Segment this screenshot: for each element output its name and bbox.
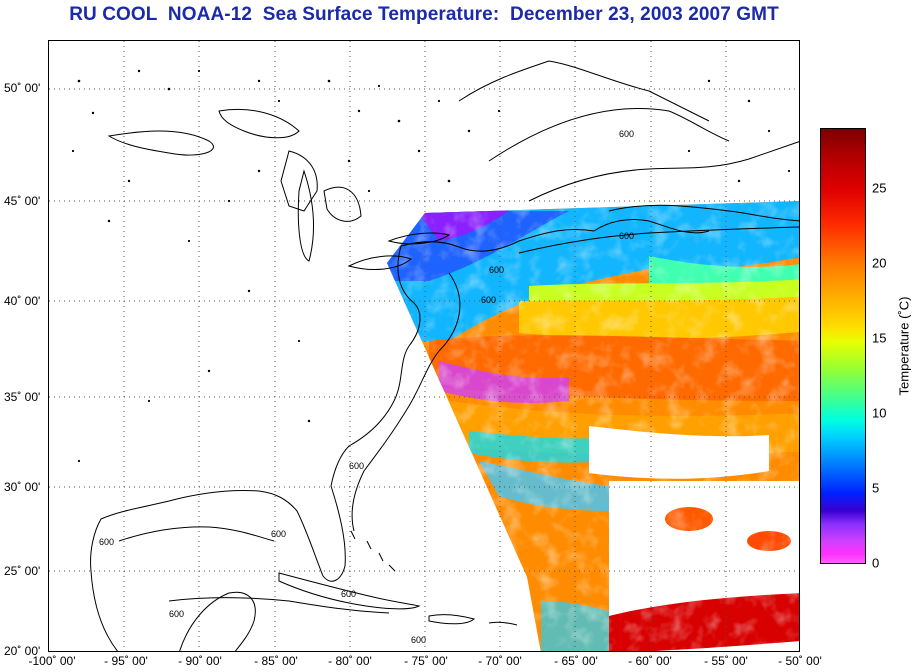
isobath-label: 600 [341, 589, 356, 599]
lon-tick-label: -100˚ 00' [28, 654, 76, 668]
colorbar-tick-label: 0 [872, 555, 880, 571]
isobath-label: 600 [489, 265, 504, 275]
lon-tick-label: - 95˚ 00' [104, 654, 148, 668]
coastline [90, 60, 799, 651]
lon-tick-label: - 70˚ 00' [478, 654, 522, 668]
map-svg: 600 600 600 600 600 600 600 600 600 600 [49, 41, 799, 651]
colorbar-axis-label: Temperature (˚C) [896, 296, 912, 396]
colorbar-tick-label: 10 [872, 405, 887, 421]
small-coastline-features [71, 69, 791, 463]
isobath-label: 600 [411, 635, 426, 645]
lat-tick-label: 40˚ 00' [4, 294, 41, 308]
isobath-labels: 600 600 600 600 600 600 600 600 600 600 [99, 129, 634, 645]
colorbar-tick-label: 15 [872, 330, 887, 346]
lon-tick-label: - 65˚ 00' [554, 654, 598, 668]
colorbar-tick-label: 25 [872, 180, 887, 196]
lat-tick-label: 30˚ 00' [4, 480, 41, 494]
map-title: RU COOL NOAA-12 Sea Surface Temperature:… [69, 4, 779, 25]
lon-tick-label: - 75˚ 00' [404, 654, 448, 668]
lon-tick-label: - 80˚ 00' [328, 654, 372, 668]
isobath-label: 600 [619, 231, 634, 241]
graticule [49, 41, 799, 651]
lon-tick-label: - 50˚ 00' [778, 654, 822, 668]
colorbar-tick-label: 5 [872, 480, 880, 496]
isobath-label: 600 [481, 295, 496, 305]
lon-tick-label: - 60˚ 00' [628, 654, 672, 668]
lon-tick-label: - 55˚ 00' [704, 654, 748, 668]
lon-tick-label: - 85˚ 00' [254, 654, 298, 668]
colorbar-tick-label: 20 [872, 255, 887, 271]
lat-tick-label: 25˚ 00' [4, 564, 41, 578]
lat-tick-label: 20˚ 00' [4, 644, 41, 658]
lat-tick-label: 45˚ 00' [4, 194, 41, 208]
lon-tick-label: - 90˚ 00' [178, 654, 222, 668]
isobath-label: 600 [619, 129, 634, 139]
isobath-label: 600 [169, 609, 184, 619]
sst-swath [387, 201, 799, 651]
temperature-colorbar [820, 128, 866, 564]
isobath-label: 600 [99, 537, 114, 547]
isobath-label: 600 [349, 461, 364, 471]
sst-map: 600 600 600 600 600 600 600 600 600 600 [48, 40, 800, 652]
lat-tick-label: 50˚ 00' [4, 81, 41, 95]
lat-tick-label: 35˚ 00' [4, 390, 41, 404]
isobath-label: 600 [271, 529, 286, 539]
